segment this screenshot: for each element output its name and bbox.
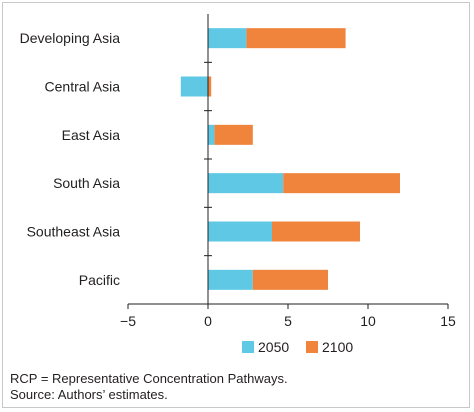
- x-tick-label: 5: [284, 313, 292, 329]
- legend-swatch-2050: [242, 341, 254, 353]
- bar-developing-asia-2050: [208, 28, 247, 49]
- x-tick-label: 15: [440, 313, 456, 329]
- bars-group: [180, 28, 400, 290]
- category-label-southeast-asia: Southeast Asia: [27, 224, 121, 240]
- x-tick-label: 0: [204, 313, 212, 329]
- legend-label-2050: 2050: [258, 339, 289, 355]
- category-label-south-asia: South Asia: [53, 175, 120, 191]
- chart-frame: [2, 2, 470, 408]
- chart-notes: RCP = Representative Concentration Pathw…: [10, 371, 288, 403]
- legend: 2050 2100: [242, 339, 353, 355]
- bar-developing-asia-2100: [246, 28, 346, 49]
- legend-label-2100: 2100: [322, 339, 353, 355]
- note-rcp-definition: RCP = Representative Concentration Pathw…: [10, 371, 288, 386]
- bar-pacific-2100: [252, 269, 328, 290]
- bar-east-asia-2100: [214, 124, 253, 145]
- note-source: Source: Authors’ estimates.: [10, 387, 168, 402]
- x-ticks: −5 0 5 10 15: [120, 304, 456, 329]
- category-label-pacific: Pacific: [79, 272, 120, 288]
- x-tick-label: −5: [120, 313, 136, 329]
- bar-south-asia-2100: [283, 173, 400, 194]
- bar-southeast-asia-2100: [272, 221, 360, 242]
- x-tick-label: 10: [360, 313, 376, 329]
- category-label-developing-asia: Developing Asia: [20, 30, 121, 46]
- bar-central-asia-2100: [208, 76, 212, 97]
- legend-swatch-2100: [306, 341, 318, 353]
- category-label-east-asia: East Asia: [62, 127, 121, 143]
- bar-pacific-2050: [208, 269, 253, 290]
- bar-east-asia-2050: [208, 124, 215, 145]
- bar-south-asia-2050: [208, 173, 284, 194]
- bar-southeast-asia-2050: [208, 221, 272, 242]
- bar-central-asia-2050: [180, 76, 208, 97]
- category-label-central-asia: Central Asia: [45, 79, 121, 95]
- category-labels: Developing Asia Central Asia East Asia Sout…: [20, 30, 212, 288]
